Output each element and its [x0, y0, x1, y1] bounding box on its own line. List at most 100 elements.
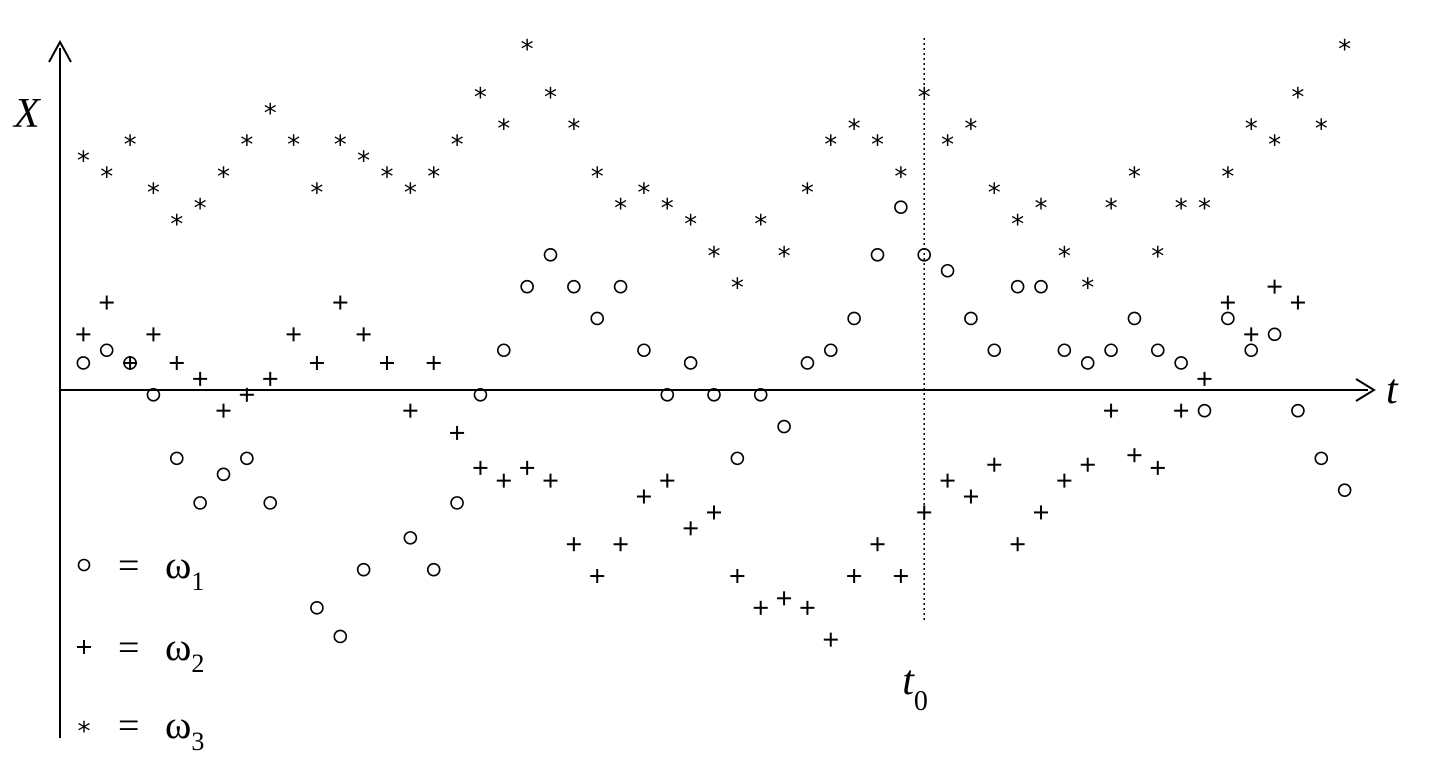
omega3-point: *	[1315, 115, 1328, 145]
omega2-point	[636, 489, 651, 504]
omega2-point	[239, 387, 254, 402]
omega1-point	[567, 279, 581, 294]
omega2-point	[356, 327, 371, 342]
legend-label: ω3	[165, 702, 204, 756]
omega1-point	[707, 387, 721, 402]
omega1-point	[1244, 343, 1259, 358]
omega3-point: *	[964, 115, 977, 145]
omega2-point	[1034, 505, 1048, 520]
omega3-point: *	[1291, 83, 1304, 113]
omega3-point: *	[801, 178, 814, 208]
omega1-point	[543, 248, 558, 262]
omega1-point	[1150, 343, 1165, 358]
omega2-point	[1080, 457, 1095, 472]
omega2-point	[683, 521, 698, 536]
omega3-point: *	[357, 146, 370, 176]
omega1-point	[1034, 279, 1048, 294]
omega2-point	[216, 403, 231, 418]
omega2-point	[917, 505, 932, 520]
omega2-point	[543, 473, 558, 488]
omega1-point	[310, 601, 324, 615]
omega1-point	[660, 387, 675, 402]
legend-equals: =	[118, 627, 139, 669]
omega3-point: *	[567, 115, 580, 145]
omega1-point	[1010, 279, 1025, 294]
omega2-point	[590, 569, 605, 584]
omega2-point	[987, 457, 1002, 472]
omega1-point	[730, 451, 745, 466]
legend-equals: =	[118, 545, 139, 587]
omega2-point	[1174, 403, 1189, 418]
omega1-point	[333, 629, 348, 644]
omega2-point	[963, 489, 978, 504]
omega1-point	[1314, 451, 1329, 466]
omega2-point	[1267, 279, 1282, 294]
omega1-point	[169, 451, 184, 466]
omega2-point	[403, 403, 418, 418]
omega3-point: *	[521, 35, 534, 65]
omega2-point	[847, 569, 862, 584]
series-omega2-markers	[76, 279, 1305, 647]
omega2-point	[333, 295, 348, 310]
omega1-point	[473, 387, 488, 402]
omega2-point	[496, 473, 511, 488]
omega1-point	[847, 311, 861, 326]
omega3-point: *	[918, 83, 931, 113]
omega3-point: *	[100, 162, 113, 192]
omega3-point: *	[427, 162, 440, 192]
omega3-point: *	[731, 274, 744, 304]
omega3-point: *	[848, 115, 861, 145]
omega3-point: *	[1245, 115, 1258, 145]
omega2-point	[753, 600, 768, 615]
omega1-point	[193, 496, 207, 510]
omega3-point: *	[334, 131, 347, 161]
legend-label-main: ω	[165, 702, 191, 747]
omega3-point: *	[1081, 274, 1094, 304]
omega2-point	[1197, 371, 1212, 386]
legend-equals: =	[118, 705, 139, 747]
legend-label-sub: 2	[191, 649, 204, 678]
omega1-point	[240, 451, 254, 466]
omega2-point	[426, 355, 441, 370]
omega2-point	[473, 460, 488, 475]
omega3-point: *	[941, 131, 954, 161]
omega1-point	[683, 356, 698, 370]
omega2-point	[286, 327, 301, 342]
omega3-point: *	[474, 83, 487, 113]
omega3-point: *	[778, 242, 791, 272]
t0-label-main: t	[902, 658, 915, 704]
omega1-point	[964, 311, 978, 326]
omega3-point: *	[77, 146, 90, 176]
omega2-point	[730, 569, 745, 584]
omega2-point	[520, 460, 535, 475]
omega3-point: *	[170, 210, 183, 240]
omega1-point	[1267, 327, 1282, 342]
omega1-point	[263, 496, 278, 510]
omega2-point	[380, 355, 394, 370]
x-axis-arrow	[1355, 378, 1376, 402]
omega3-point: *	[147, 178, 160, 208]
omega2-point	[450, 425, 465, 440]
omega2-point	[940, 473, 955, 488]
omega1-point	[356, 562, 371, 577]
omega3-point: *	[217, 162, 230, 192]
omega1-point	[1291, 403, 1305, 418]
omega3-point: *	[684, 210, 697, 240]
y-axis-arrow	[48, 39, 72, 63]
omega3-point: *	[287, 131, 300, 161]
omega1-point	[496, 343, 511, 358]
omega2-point	[823, 632, 838, 647]
omega2-point	[99, 295, 114, 310]
omega3-point: *	[451, 131, 464, 161]
omega2-point	[800, 600, 815, 615]
series-omega1-markers	[76, 200, 1352, 644]
x-axis-label: t	[1386, 367, 1399, 413]
omega3-point: *	[1105, 194, 1118, 224]
omega3-point: *	[988, 178, 1001, 208]
legend: = ω1 = ω2 * = ω3	[77, 542, 204, 756]
omega2-point	[1290, 295, 1305, 310]
omega1-point	[870, 248, 885, 262]
legend-label-main: ω	[165, 624, 191, 669]
omega1-point	[403, 531, 418, 545]
omega2-point	[566, 537, 581, 552]
